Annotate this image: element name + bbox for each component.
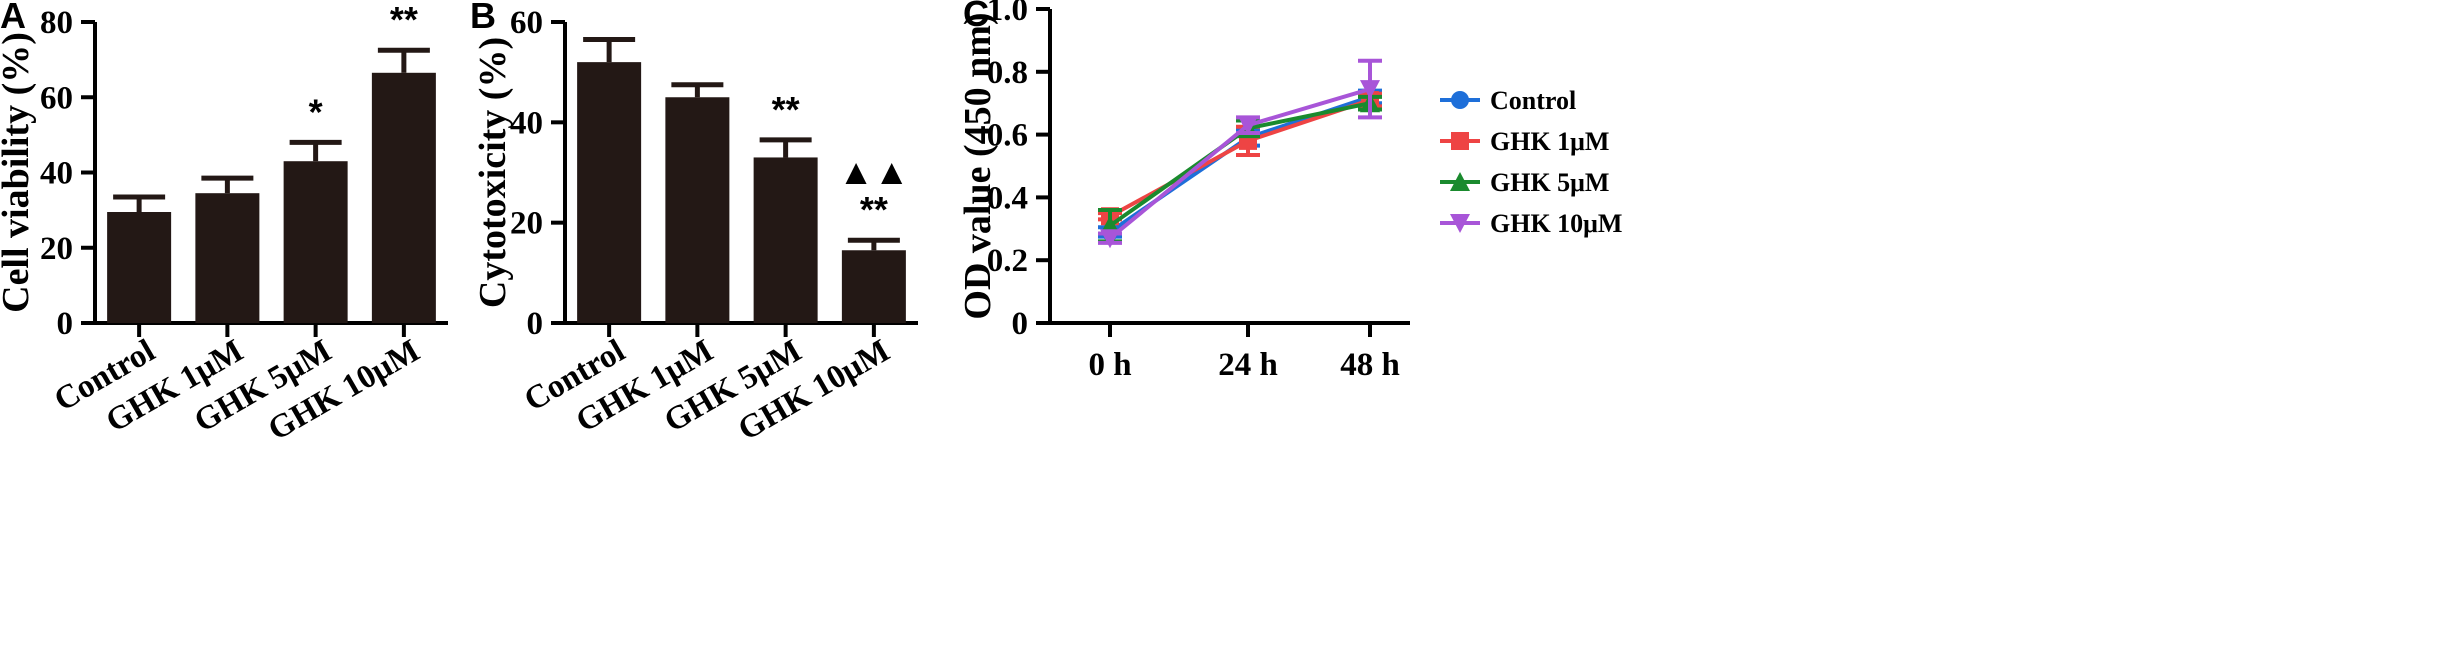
bar [195,193,260,323]
x-tick-label: 0 h [1088,347,1131,383]
series-3 [1098,58,1382,249]
y-tick-label: 60 [510,5,543,41]
y-tick-label: 40 [40,156,73,192]
panel-letter: B [470,0,496,36]
bar [577,62,642,324]
legend-label: GHK 5μM [1490,168,1609,197]
data-point [1238,116,1258,136]
legend-label: Control [1490,86,1576,115]
y-tick-label: 20 [510,206,543,242]
y-axis-title: Cell viability (%) [0,32,37,313]
legend-item: GHK 5μM [1440,168,1609,197]
legend-label: GHK 1μM [1490,127,1609,156]
y-axis-title: OD value (450 nm) [957,12,999,319]
data-point [1450,172,1470,191]
y-tick-label: 0 [57,306,74,342]
bar [371,72,436,323]
legend-item: GHK 1μM [1440,127,1609,156]
legend-label: GHK 10μM [1490,209,1622,238]
bar [665,97,730,323]
y-tick-label: 80 [40,5,73,41]
significance-label: ** [390,0,418,40]
significance-label: ** [860,189,888,230]
bar [283,161,348,323]
panel-c: C 0 0.2 0.4 0.6 0.8 1.0OD value (450 nm) 0 h 24 … [957,0,1622,383]
y-tick-label: 0 [1012,306,1029,342]
y-tick-label: 0 [527,306,544,342]
data-point [1451,132,1469,150]
legend-item: Control [1440,86,1576,115]
y-tick-label: 40 [510,105,543,141]
data-point [1100,229,1120,249]
bar [107,212,172,323]
y-tick-label: 20 [40,231,73,267]
bar [753,157,818,323]
y-axis-title: Cytotoxicity (%) [472,37,514,308]
significance-label: ** [772,89,800,130]
y-tick-label: 0.8 [987,55,1028,91]
data-point [1450,214,1470,233]
y-tick-label: 0.4 [987,180,1028,216]
y-tick-label: 60 [40,80,73,116]
data-point [1451,91,1469,109]
legend-item: GHK 10μM [1440,209,1622,238]
data-point [1360,80,1380,100]
y-tick-label: 0.6 [987,118,1028,154]
significance-label-top: ▲▲ [838,151,909,192]
y-tick-label: 1.0 [987,0,1028,28]
y-tick-label: 0.2 [987,243,1028,279]
panel-letter: C [963,0,989,34]
x-tick-label: 48 h [1340,347,1400,383]
bar [841,250,906,323]
panel-letter: A [0,0,26,36]
significance-label-top: ▲▲ [368,0,439,2]
x-tick-label: 24 h [1218,347,1278,383]
significance-label: * [309,91,323,132]
